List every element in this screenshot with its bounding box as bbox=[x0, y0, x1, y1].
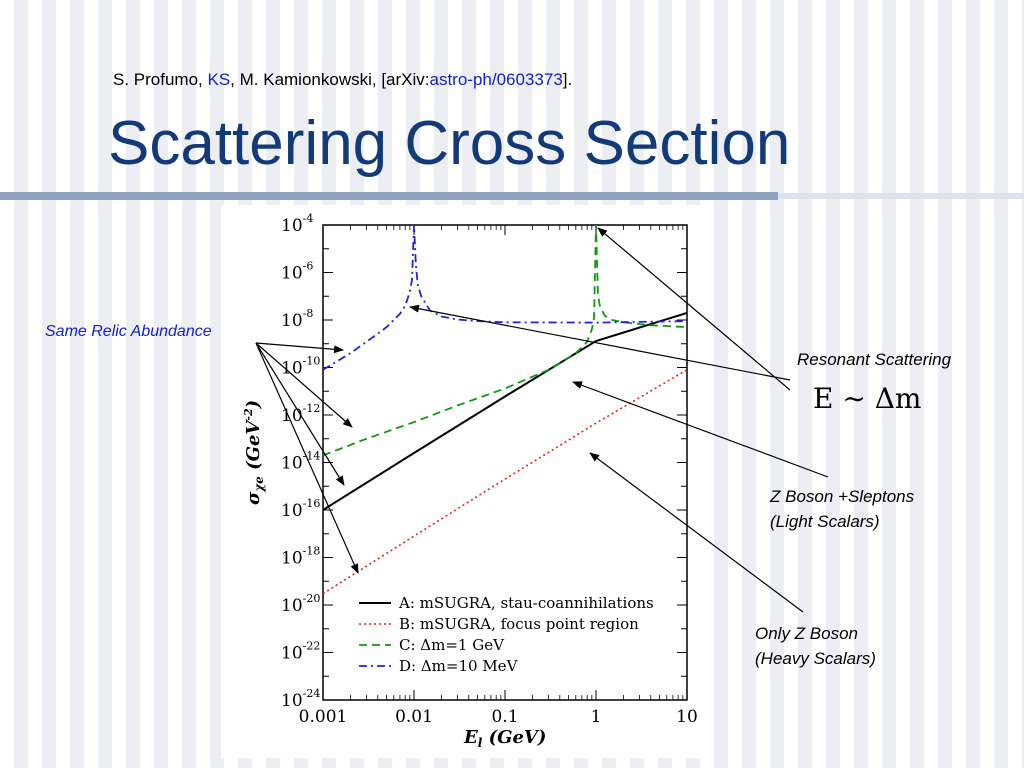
series-solid-line bbox=[322, 311, 688, 511]
x-tick-label: 0.01 bbox=[395, 707, 433, 727]
chart-panel: 0.001 0.01 0.1 1 10 10-4 10-6 10-8 10-10 10-12 10… bbox=[221, 205, 707, 758]
y-tick-label: 10-20 bbox=[281, 592, 320, 616]
resonant-label: Resonant Scattering bbox=[797, 350, 952, 369]
series-dashdot-line bbox=[322, 224, 688, 371]
zboson-only-label: Only Z Boson bbox=[755, 624, 858, 643]
series-dashed-line bbox=[322, 224, 688, 457]
y-axis-label: σχe (GeV-2) bbox=[242, 400, 266, 505]
y-tick-labels: 10-4 10-6 10-8 10-10 10-12 10-14 10-16 10-18 10-… bbox=[281, 212, 320, 711]
citation: S. Profumo, KS, M. Kamionkowski, [arXiv:… bbox=[113, 70, 572, 90]
y-tick-label: 10-24 bbox=[281, 687, 320, 711]
citation-arxiv-link[interactable]: astro-ph/0603373 bbox=[429, 70, 563, 89]
slide-title: Scattering Cross Section bbox=[108, 109, 791, 178]
y-tick-label: 10-4 bbox=[281, 212, 313, 236]
y-tick-label: 10-22 bbox=[281, 640, 320, 664]
x-tick-label: 0.1 bbox=[491, 707, 518, 727]
x-axis-label: El (GeV) bbox=[463, 727, 546, 750]
heavy-scalars-label: (Heavy Scalars) bbox=[755, 649, 876, 668]
series-layer bbox=[322, 224, 688, 595]
zboson-sleptons-label: Z Boson +Sleptons bbox=[770, 487, 915, 506]
x-tick-label: 1 bbox=[591, 707, 602, 727]
x-tick-labels: 0.001 0.01 0.1 1 10 bbox=[299, 707, 698, 727]
y-tick-label: 10-10 bbox=[281, 355, 320, 379]
legend-label: D: Δm=10 MeV bbox=[399, 657, 519, 675]
y-tick-label: 10-12 bbox=[281, 402, 320, 426]
svg-text:σχe (GeV-2): σχe (GeV-2) bbox=[242, 400, 266, 505]
resonance-formula: E ∼ Δm bbox=[813, 382, 922, 415]
title-rule-light bbox=[778, 193, 1024, 199]
cross-section-chart: 0.001 0.01 0.1 1 10 10-410-610-810-1010-1210… bbox=[242, 212, 698, 750]
y-tick-label: 10-6 bbox=[281, 260, 313, 284]
x-tick-label: 10 bbox=[676, 707, 698, 727]
x-tick-label: 0.001 bbox=[299, 707, 348, 727]
legend-label: C: Δm=1 GeV bbox=[399, 636, 505, 654]
light-scalars-label: (Light Scalars) bbox=[770, 512, 880, 531]
y-tick-label: 10-14 bbox=[281, 450, 320, 474]
citation-tail: ]. bbox=[562, 70, 573, 89]
citation-author-ks-link[interactable]: KS bbox=[207, 70, 231, 89]
same-relic-label: Same Relic Abundance bbox=[45, 323, 212, 340]
legend-label: B: mSUGRA, focus point region bbox=[399, 615, 639, 633]
citation-authors-a: S. Profumo, bbox=[113, 70, 208, 89]
svg-text:El (GeV): El (GeV) bbox=[463, 727, 546, 750]
series-dotted-line bbox=[322, 369, 688, 595]
citation-authors-b: , M. Kamionkowski, [arXiv: bbox=[230, 70, 430, 89]
legend-label: A: mSUGRA, stau-coannihilations bbox=[398, 594, 654, 612]
y-tick-label: 10-16 bbox=[281, 497, 320, 521]
legend: A: mSUGRA, stau-coannihilations B: mSUGRA… bbox=[359, 594, 654, 675]
y-tick-label: 10-18 bbox=[281, 545, 320, 569]
y-tick-label: 10-8 bbox=[281, 307, 313, 331]
title-rule bbox=[0, 192, 778, 200]
